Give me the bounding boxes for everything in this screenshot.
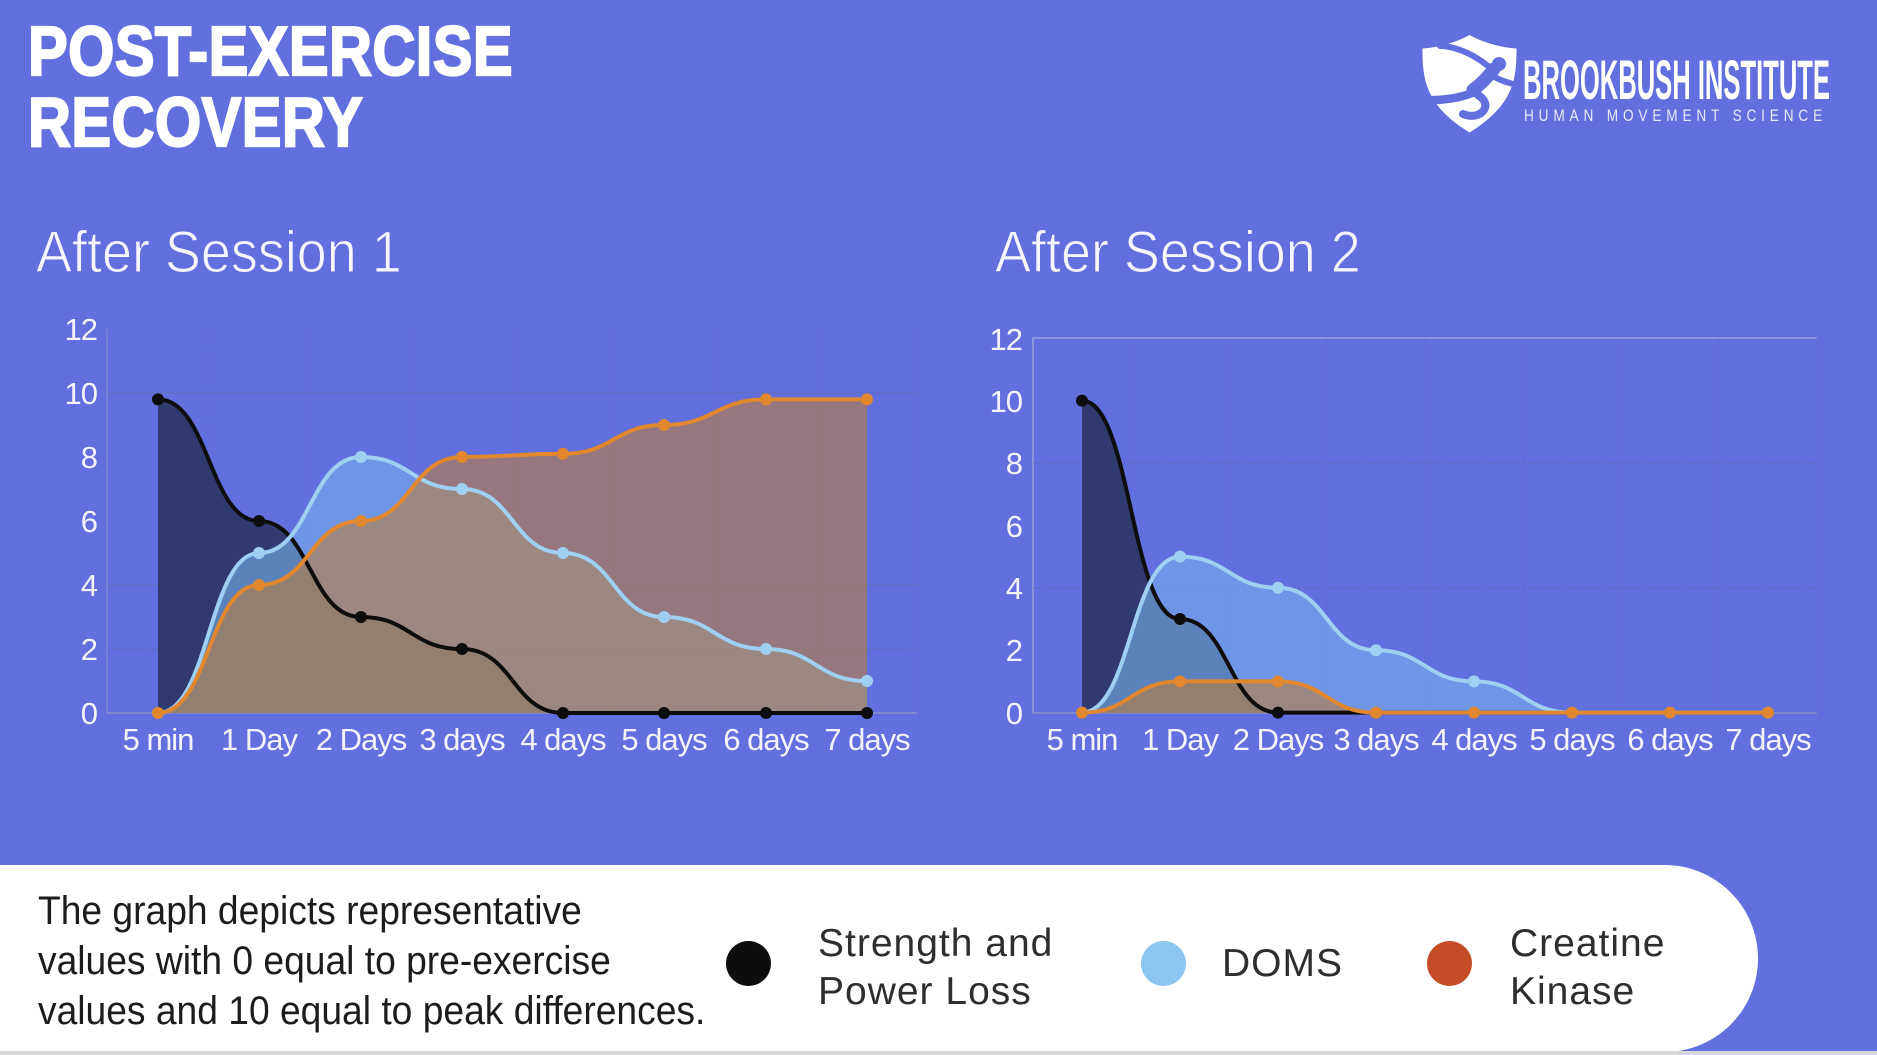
svg-text:BROOKBUSH INSTITUTE: BROOKBUSH INSTITUTE: [1523, 48, 1830, 111]
svg-text:0: 0: [1006, 696, 1023, 731]
svg-text:1 Day: 1 Day: [1142, 722, 1219, 757]
svg-text:5 days: 5 days: [1529, 722, 1615, 757]
svg-text:4: 4: [81, 568, 98, 603]
svg-text:6: 6: [1006, 509, 1022, 544]
svg-text:6: 6: [81, 504, 97, 539]
svg-text:7 days: 7 days: [824, 722, 910, 757]
svg-text:12: 12: [65, 312, 97, 347]
svg-text:6 days: 6 days: [1627, 722, 1713, 757]
svg-text:3 days: 3 days: [1333, 722, 1419, 757]
svg-text:12: 12: [990, 322, 1022, 357]
svg-text:7 days: 7 days: [1725, 722, 1811, 757]
svg-text:5 min: 5 min: [123, 722, 194, 757]
svg-text:8: 8: [1006, 446, 1022, 481]
svg-text:5 min: 5 min: [1047, 722, 1118, 757]
svg-text:4 days: 4 days: [1431, 722, 1517, 757]
svg-text:3 days: 3 days: [419, 722, 505, 757]
svg-text:2: 2: [81, 632, 97, 667]
svg-text:2 Days: 2 Days: [1233, 722, 1324, 757]
svg-text:2 Days: 2 Days: [316, 722, 407, 757]
svg-text:0: 0: [81, 696, 98, 731]
svg-text:10: 10: [65, 376, 98, 411]
svg-text:5 days: 5 days: [621, 722, 707, 757]
svg-text:1 Day: 1 Day: [221, 722, 298, 757]
svg-text:HUMAN MOVEMENT SCIENCE: HUMAN MOVEMENT SCIENCE: [1524, 106, 1827, 125]
svg-text:4: 4: [1006, 571, 1023, 606]
svg-text:2: 2: [1006, 633, 1022, 668]
svg-text:8: 8: [81, 440, 97, 475]
svg-text:6 days: 6 days: [723, 722, 809, 757]
svg-text:4 days: 4 days: [520, 722, 606, 757]
svg-text:10: 10: [990, 384, 1023, 419]
